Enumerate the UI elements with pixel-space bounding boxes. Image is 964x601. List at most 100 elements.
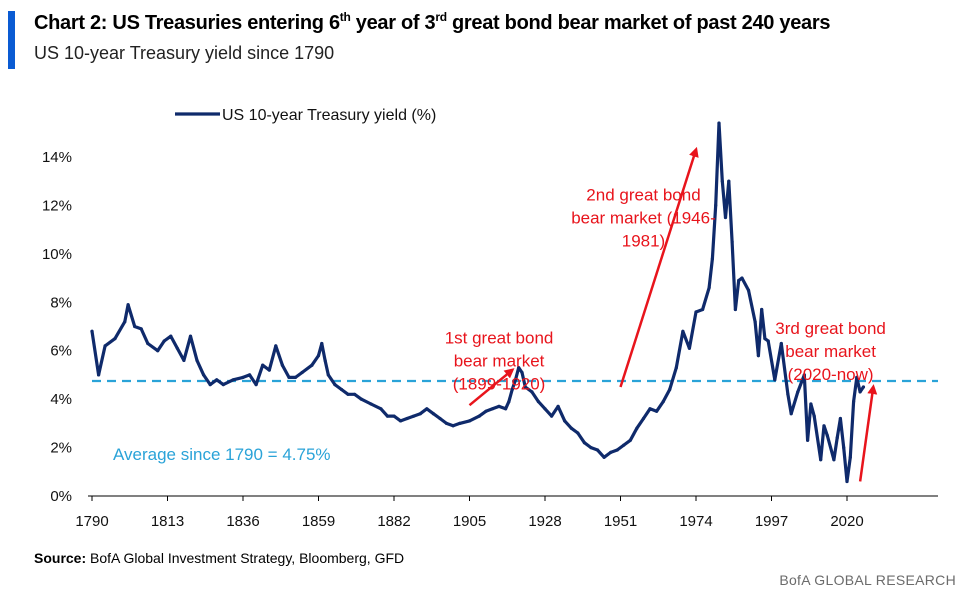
title-sup-th: th <box>339 10 351 24</box>
yield-data-point <box>520 370 524 375</box>
annotation-3: 3rd great bond bear market (2020-now) <box>775 319 886 482</box>
yield-data-point <box>497 404 501 408</box>
yield-data-point <box>756 354 761 358</box>
yield-data-point <box>727 179 731 183</box>
yield-data-point <box>444 421 449 425</box>
yield-data-point <box>323 358 327 362</box>
yield-data-point <box>655 409 659 413</box>
yield-data-point <box>773 378 777 382</box>
annotation-line: (1899-1920) <box>453 374 546 393</box>
yield-data-point <box>766 339 770 343</box>
yield-data-point <box>576 431 580 435</box>
yield-data-point <box>113 337 117 341</box>
yield-data-point <box>399 419 403 423</box>
yield-data-point <box>316 354 321 358</box>
yield-data-point <box>760 307 764 312</box>
annotation-line: bear market <box>785 342 876 361</box>
y-tick-label: 6% <box>50 343 72 360</box>
yield-data-point <box>723 215 728 220</box>
annotation-line: 1981) <box>622 232 665 251</box>
yield-data-point <box>710 257 715 261</box>
x-tick-label: 1790 <box>75 513 108 530</box>
yield-data-point <box>674 366 678 370</box>
yield-data-point <box>641 416 646 421</box>
yield-data-point <box>543 407 547 411</box>
yield-data-point <box>668 387 672 392</box>
yield-data-point <box>530 390 534 394</box>
yield-data-point <box>215 378 219 382</box>
yield-data-point <box>812 414 816 418</box>
y-tick-label: 2% <box>50 440 72 457</box>
title-sup-rd: rd <box>435 10 447 24</box>
title-mid: year of 3 <box>350 12 436 34</box>
yield-data-point <box>842 446 846 450</box>
y-tick-label: 4% <box>50 391 72 408</box>
yield-data-point <box>333 383 337 387</box>
yield-data-point <box>589 446 593 450</box>
yield-data-point <box>90 329 94 333</box>
yield-data-point <box>819 458 823 462</box>
annotation-line: 2nd great bond <box>586 186 700 205</box>
yield-data-point <box>733 307 738 312</box>
yield-data-point <box>254 383 258 387</box>
yield-data-point <box>146 341 150 346</box>
title-prefix: Chart 2: US Treasuries entering 6 <box>34 12 340 34</box>
yield-data-point <box>221 383 225 387</box>
yield-data-point <box>162 339 166 343</box>
yield-data-point <box>405 416 409 421</box>
y-tick-label: 14% <box>42 149 72 166</box>
yield-data-point <box>720 179 724 183</box>
annotation-arrow <box>468 368 515 407</box>
yield-data-point <box>467 419 472 423</box>
annotation-line: 1st great bond <box>445 328 554 347</box>
yield-data-point <box>595 448 600 452</box>
title-suffix: great bond bear market of past 240 years <box>446 12 831 34</box>
chart-title: Chart 2: US Treasuries entering 6th year… <box>34 10 831 35</box>
annotation-line: 3rd great bond <box>775 319 886 338</box>
yield-data-point <box>188 334 193 338</box>
yield-data-point <box>569 426 573 430</box>
yield-data-point <box>156 349 160 353</box>
annotation-line: bear market <box>454 351 545 370</box>
yield-data-point <box>714 203 718 207</box>
annotation-arrow <box>619 146 699 388</box>
yield-data-point <box>845 479 849 484</box>
yield-data-point <box>707 286 711 290</box>
yield-data-point <box>195 358 199 362</box>
y-tick-label: 12% <box>42 197 72 214</box>
x-tick-label: 1974 <box>679 513 712 530</box>
yield-data-point <box>274 344 278 348</box>
yield-data-point <box>346 392 350 396</box>
yield-data-point <box>504 407 508 411</box>
accent-bar <box>8 11 15 69</box>
yield-data-point <box>261 363 265 367</box>
yield-data-point <box>490 407 495 411</box>
yield-data-point <box>310 363 314 367</box>
yield-data-point <box>635 426 639 430</box>
yield-data-point <box>425 407 429 411</box>
yield-data-point <box>412 414 416 418</box>
x-tick-label: 1928 <box>528 513 561 530</box>
yield-data-point <box>796 390 800 394</box>
yield-data-point <box>392 414 396 418</box>
yield-data-point <box>763 337 767 341</box>
yield-data-point <box>103 344 107 348</box>
yield-data-point <box>687 346 692 350</box>
yield-data-point <box>359 397 363 401</box>
yield-chart: Average since 1790 = 4.75% 0% 2% 4% 6% 8% 10%… <box>42 107 938 530</box>
yield-data-point <box>858 390 862 394</box>
yield-data-point <box>779 341 783 346</box>
yield-data-point <box>510 387 514 392</box>
x-tick-label: 1836 <box>226 513 259 530</box>
yield-data-point <box>339 387 344 392</box>
yield-data-point <box>231 378 235 382</box>
annotation-line: (2020-now) <box>788 365 874 384</box>
yield-data-point <box>267 368 271 372</box>
x-tick-label: 1813 <box>151 513 184 530</box>
yield-data-point <box>825 433 829 438</box>
yield-data-point <box>208 383 212 387</box>
yield-data-point <box>369 402 373 406</box>
yield-data-point <box>126 303 130 307</box>
yield-data-point <box>717 121 721 125</box>
chart-subtitle: US 10-year Treasury yield since 1790 <box>34 43 335 63</box>
